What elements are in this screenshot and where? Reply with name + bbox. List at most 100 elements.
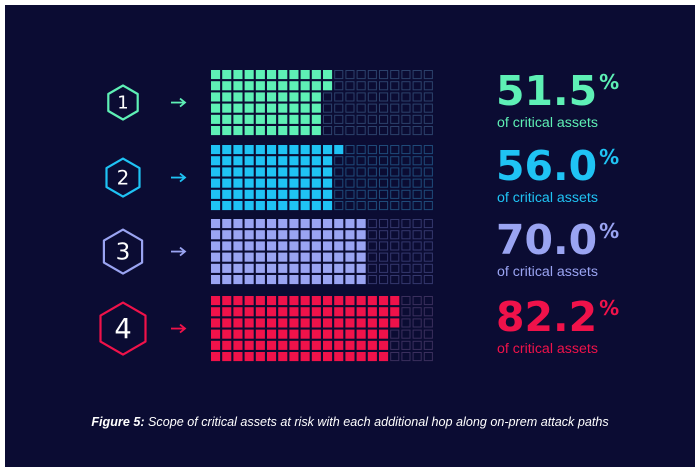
waffle-cell-filled	[311, 296, 321, 306]
waffle-cell-filled	[311, 178, 321, 188]
waffle-cell-empty	[412, 156, 422, 166]
waffle-cell-empty	[423, 263, 433, 273]
waffle-cell-empty	[401, 189, 411, 199]
waffle-cell-filled	[244, 178, 254, 188]
waffle-cell-filled	[267, 219, 277, 229]
waffle-cell-empty	[334, 103, 344, 113]
percent-sign: %	[599, 145, 619, 169]
waffle-cell-empty	[390, 189, 400, 199]
waffle-cell-empty	[367, 167, 377, 177]
waffle-cell-empty	[345, 178, 355, 188]
waffle-cell-filled	[244, 92, 254, 102]
waffle-cell-filled	[289, 307, 299, 317]
waffle-cell-filled	[278, 352, 288, 362]
waffle-cell-filled	[255, 92, 265, 102]
waffle-cell-empty	[334, 92, 344, 102]
waffle-cell-filled	[300, 340, 310, 350]
waffle-cell-empty	[401, 275, 411, 285]
waffle-cell-filled	[300, 252, 310, 262]
waffle-cell-empty	[390, 241, 400, 251]
waffle-cell-filled	[379, 329, 389, 339]
waffle-cell-filled	[255, 340, 265, 350]
waffle-cell-empty	[367, 178, 377, 188]
waffle-cell-empty	[323, 103, 333, 113]
waffle-cell-filled	[311, 230, 321, 240]
waffle-cell-filled	[334, 252, 344, 262]
waffle-cell-filled	[267, 145, 277, 155]
waffle-cell-empty	[401, 178, 411, 188]
waffle-cell-filled	[244, 201, 254, 211]
waffle-cell-filled	[300, 329, 310, 339]
waffle-cell-filled	[267, 230, 277, 240]
waffle-cell-empty	[412, 178, 422, 188]
waffle-cell-filled	[244, 318, 254, 328]
waffle-cell-empty	[390, 230, 400, 240]
waffle-cell-filled	[255, 307, 265, 317]
waffle-cell-filled	[311, 340, 321, 350]
waffle-cell-filled	[379, 352, 389, 362]
waffle-cell-empty	[345, 189, 355, 199]
waffle-cell-filled	[356, 252, 366, 262]
waffle-cell-empty	[334, 201, 344, 211]
waffle-cell-filled	[222, 296, 232, 306]
waffle-cell-filled	[334, 219, 344, 229]
waffle-cell-filled	[345, 252, 355, 262]
waffle-cell-filled	[222, 329, 232, 339]
waffle-cell-empty	[367, 201, 377, 211]
waffle-cell-filled	[222, 307, 232, 317]
waffle-cell-filled	[300, 230, 310, 240]
waffle-cell-filled	[211, 178, 221, 188]
waffle-cell-empty	[367, 189, 377, 199]
waffle-cell-filled	[255, 145, 265, 155]
waffle-cell-filled	[323, 201, 333, 211]
waffle-cell-filled	[289, 296, 299, 306]
waffle-cell-filled	[289, 189, 299, 199]
waffle-cell-filled	[267, 167, 277, 177]
waffle-cell-filled	[311, 318, 321, 328]
waffle-cell-filled	[278, 219, 288, 229]
waffle-cell-filled	[267, 318, 277, 328]
waffle-cell-filled	[222, 252, 232, 262]
waffle-cell-empty	[423, 329, 433, 339]
waffle-cell-filled	[311, 263, 321, 273]
waffle-cell-filled	[278, 167, 288, 177]
waffle-cell-filled	[356, 352, 366, 362]
waffle-cell-filled	[278, 201, 288, 211]
waffle-cell-filled	[367, 352, 377, 362]
step-number: 4	[114, 314, 131, 345]
waffle-cell-filled	[244, 275, 254, 285]
waffle-cell-filled	[289, 241, 299, 251]
waffle-cell-empty	[412, 318, 422, 328]
waffle-cell-filled	[233, 296, 243, 306]
waffle-cell-empty	[412, 103, 422, 113]
waffle-cell-empty	[423, 126, 433, 136]
waffle-cell-empty	[423, 70, 433, 80]
waffle-cell-filled	[323, 263, 333, 273]
waffle-cell-empty	[390, 103, 400, 113]
waffle-cell-filled	[278, 103, 288, 113]
waffle-cell-filled	[345, 275, 355, 285]
waffle-cell-filled	[379, 340, 389, 350]
waffle-cell-filled	[323, 230, 333, 240]
waffle-cell-empty	[367, 92, 377, 102]
waffle-cell-filled	[289, 252, 299, 262]
waffle-cell-filled	[244, 167, 254, 177]
waffle-cell-filled	[222, 114, 232, 124]
waffle-cell-filled	[222, 352, 232, 362]
waffle-cell-filled	[211, 145, 221, 155]
waffle-cell-filled	[311, 189, 321, 199]
waffle-cell-filled	[278, 92, 288, 102]
waffle-cell-empty	[379, 189, 389, 199]
waffle-cell-filled	[278, 263, 288, 273]
waffle-cell-filled	[278, 81, 288, 91]
waffle-cell-filled	[323, 307, 333, 317]
waffle-cell-filled	[278, 145, 288, 155]
waffle-cell-empty	[423, 167, 433, 177]
waffle-cell-empty	[412, 126, 422, 136]
waffle-cell-filled	[300, 352, 310, 362]
waffle-cell-filled	[345, 307, 355, 317]
step-hexagon-icon	[102, 228, 144, 275]
waffle-cell-filled	[390, 307, 400, 317]
waffle-cell-filled	[367, 296, 377, 306]
waffle-cell-filled	[267, 296, 277, 306]
